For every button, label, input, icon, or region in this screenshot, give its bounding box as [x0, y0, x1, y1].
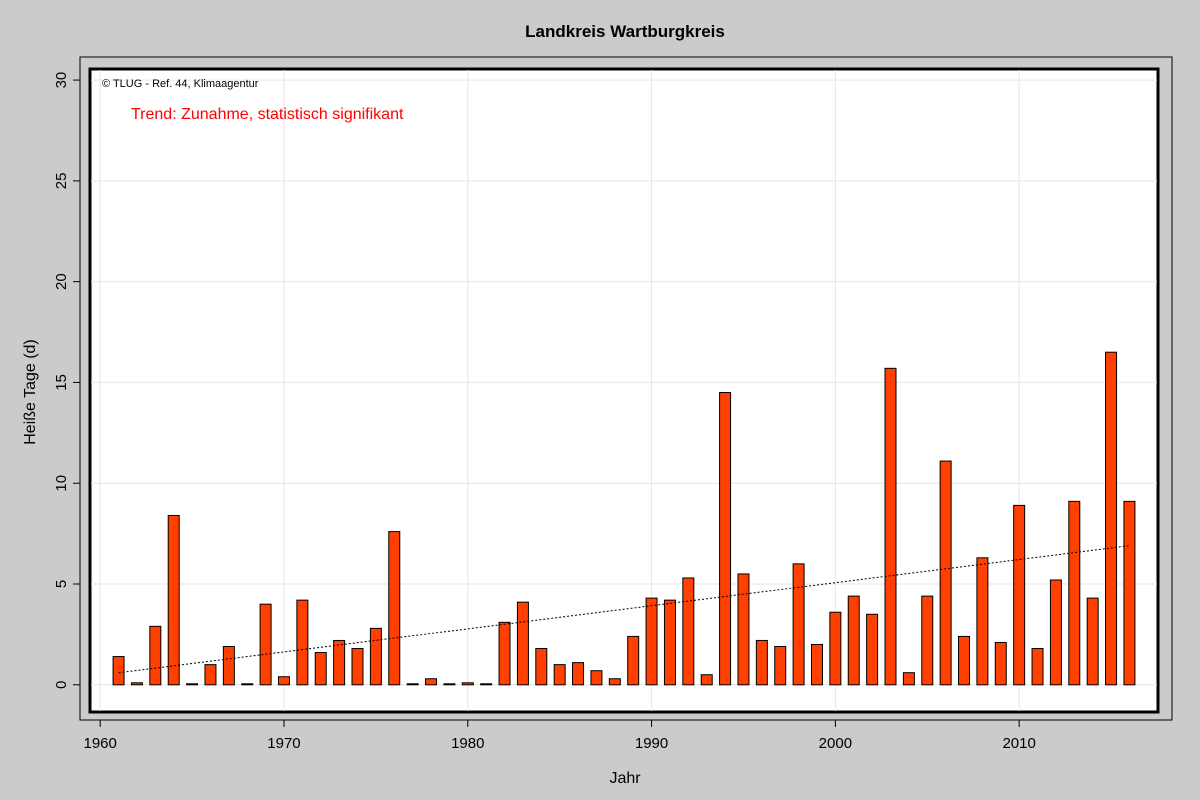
- bar: [700, 674, 713, 686]
- bar: [130, 682, 143, 686]
- y-tick-label: 15: [53, 374, 70, 391]
- bar: [590, 670, 603, 686]
- x-ticks: 1960 1970 1980 1990 2000 2010: [84, 719, 1036, 752]
- bar: [351, 648, 364, 686]
- bar: [516, 601, 529, 686]
- bar: [1123, 500, 1136, 686]
- bar: [810, 643, 823, 686]
- bar: [608, 678, 621, 686]
- bar: [167, 514, 180, 686]
- bar: [553, 664, 566, 686]
- bar: [682, 577, 695, 686]
- bar: [921, 595, 934, 686]
- bar: [976, 557, 989, 686]
- bar: [388, 531, 401, 686]
- bar: [737, 573, 750, 686]
- y-tick-label: 25: [53, 173, 70, 190]
- y-tick-label: 20: [53, 273, 70, 290]
- bar: [627, 635, 640, 686]
- y-tick-label: 5: [53, 580, 70, 588]
- x-axis-label: Jahr: [609, 770, 641, 787]
- copyright-note: © TLUG - Ref. 44, Klimaagentur: [102, 78, 259, 90]
- bar: [222, 645, 235, 686]
- bar: [755, 639, 768, 686]
- x-tick-label: 1980: [451, 735, 484, 752]
- bar: [1086, 597, 1099, 686]
- y-tick-label: 10: [53, 475, 70, 492]
- bar: [1105, 351, 1118, 686]
- chart-title: Landkreis Wartburgkreis: [525, 22, 725, 41]
- bar: [480, 683, 493, 686]
- bar: [535, 648, 548, 686]
- bar: [425, 678, 438, 686]
- bar: [369, 627, 382, 686]
- plot-area: [88, 67, 1160, 714]
- bar: [1068, 500, 1081, 686]
- bar: [333, 639, 346, 686]
- y-ticks: 0 5 10 15 20 25 30: [53, 72, 81, 689]
- bar: [902, 672, 915, 686]
- bar: [498, 621, 511, 686]
- bar: [572, 662, 585, 686]
- bar: [406, 683, 419, 686]
- y-axis-label: Heiße Tage (d): [22, 339, 39, 445]
- bar: [1031, 648, 1044, 686]
- y-tick-label: 30: [53, 72, 70, 89]
- bars: [112, 351, 1136, 686]
- bar: [994, 641, 1007, 686]
- bar: [112, 656, 125, 686]
- bar: [314, 652, 327, 686]
- x-tick-label: 2010: [1002, 735, 1035, 752]
- x-tick-label: 1970: [267, 735, 300, 752]
- bar: [204, 664, 217, 686]
- x-tick-label: 1960: [84, 735, 117, 752]
- bar: [829, 611, 842, 686]
- bar: [186, 683, 199, 686]
- bar: [958, 635, 971, 686]
- bar: [443, 683, 456, 686]
- bar: [645, 597, 658, 686]
- bar: [774, 645, 787, 686]
- bar: [847, 595, 860, 686]
- bar: [241, 683, 254, 686]
- bar: [296, 599, 309, 686]
- bar: [1049, 579, 1062, 686]
- x-tick-label: 1990: [635, 735, 668, 752]
- bar: [259, 603, 272, 686]
- bar: [792, 563, 805, 686]
- trend-annotation: Trend: Zunahme, statistisch signifikant: [131, 106, 404, 123]
- x-tick-label: 2000: [819, 735, 852, 752]
- bar: [277, 676, 290, 686]
- bar: [866, 613, 879, 686]
- y-tick-label: 0: [53, 681, 70, 689]
- bar: [939, 460, 952, 686]
- bar: [461, 682, 474, 686]
- trend-line: [118, 545, 1130, 674]
- bar: [663, 599, 676, 686]
- bar: [719, 392, 732, 686]
- bar: [149, 625, 162, 686]
- bar: [1013, 504, 1026, 686]
- bar: [884, 367, 897, 686]
